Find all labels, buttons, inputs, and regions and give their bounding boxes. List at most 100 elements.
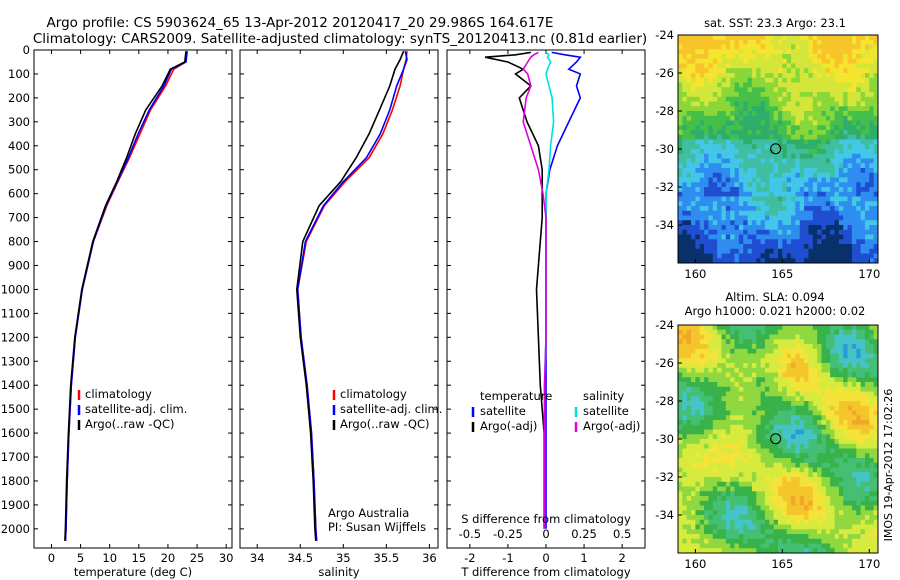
map-cell <box>721 220 727 226</box>
map-cell <box>808 486 814 492</box>
map-cell <box>834 35 840 41</box>
map-cell <box>864 510 870 516</box>
map-cell <box>821 253 827 259</box>
map-cell <box>725 534 731 540</box>
map-cell <box>812 106 818 112</box>
y-tick-label: 1300 <box>1 354 30 368</box>
map-cell <box>795 401 801 407</box>
map-cell <box>743 115 748 121</box>
map-cell <box>725 149 731 155</box>
map-cell <box>734 477 740 483</box>
map-cell <box>817 96 822 102</box>
map-cell <box>821 168 827 174</box>
map-cell <box>786 125 792 131</box>
map-cell <box>730 467 735 473</box>
map-cell <box>838 548 844 554</box>
map-cell <box>778 35 783 41</box>
map-cell <box>725 153 731 159</box>
map-cell <box>843 434 848 440</box>
map-cell <box>869 396 875 402</box>
map-cell <box>856 339 862 345</box>
map-cell <box>695 529 701 535</box>
map-cell <box>747 120 753 126</box>
map-cell <box>682 401 688 407</box>
map-cell <box>756 439 762 445</box>
map-cell <box>817 334 822 340</box>
map-cell <box>717 477 722 483</box>
map-cell <box>782 220 788 226</box>
map-cell <box>873 500 879 506</box>
map-cell <box>686 215 692 221</box>
map-cell <box>686 363 692 369</box>
map-cell <box>721 524 727 530</box>
map-cell <box>747 363 753 369</box>
map-cell <box>834 396 840 402</box>
map-cell <box>699 415 705 421</box>
map-cell <box>786 486 792 492</box>
map-cell <box>686 505 692 511</box>
map-cell <box>751 443 757 449</box>
map-cell <box>773 191 779 197</box>
map-cell <box>730 382 735 388</box>
map-cell <box>764 139 770 145</box>
map-cell <box>834 248 840 254</box>
map-cell <box>730 500 735 506</box>
map-cell <box>821 472 827 478</box>
map-cell <box>804 106 809 112</box>
map-cell <box>717 353 722 359</box>
map-cell <box>730 510 735 516</box>
map-cell <box>778 134 783 140</box>
map-cell <box>738 191 744 197</box>
map-cell <box>843 149 848 155</box>
map-cell <box>804 244 809 250</box>
map-cell <box>873 348 879 354</box>
map-cell <box>778 358 783 364</box>
map-cell <box>730 348 735 354</box>
map-cell <box>725 191 731 197</box>
map-cell <box>738 130 744 136</box>
map-cell <box>851 524 857 530</box>
map-cell <box>764 515 770 521</box>
map-cell <box>725 486 731 492</box>
map-cell <box>834 68 840 74</box>
map-cell <box>804 448 809 454</box>
map-cell <box>730 115 735 121</box>
map-cell <box>773 54 779 60</box>
map-cell <box>838 68 844 74</box>
map-cell <box>804 372 809 378</box>
map-cell <box>860 73 866 79</box>
map-cell <box>747 210 753 216</box>
map-cell <box>869 258 875 264</box>
map-cell <box>769 225 775 231</box>
map-cell <box>743 172 748 178</box>
map-cell <box>778 63 783 69</box>
map-cell <box>799 115 805 121</box>
map-cell <box>782 201 788 207</box>
map-cell <box>725 101 731 107</box>
map-cell <box>773 420 779 426</box>
map-cell <box>873 220 879 226</box>
map-cell <box>699 339 705 345</box>
map-cell <box>764 248 770 254</box>
map-cell <box>838 87 844 93</box>
map-cell <box>847 215 853 221</box>
map-cell <box>825 467 831 473</box>
sla-map-subtitle: Argo h1000: 0.021 h2000: 0.02 <box>685 304 866 318</box>
map-cell <box>821 529 827 535</box>
map-cell <box>786 453 792 459</box>
map-cell <box>838 472 844 478</box>
map-cell <box>730 149 735 155</box>
map-cell <box>678 58 683 64</box>
map-cell <box>769 382 775 388</box>
map-cell <box>782 244 788 250</box>
map-cell <box>812 96 818 102</box>
map-cell <box>704 358 709 364</box>
map-cell <box>769 87 775 93</box>
map-cell <box>851 367 857 373</box>
map-cell <box>769 453 775 459</box>
map-cell <box>743 92 748 98</box>
map-cell <box>843 77 848 83</box>
x-tick-label: -1 <box>502 551 513 565</box>
map-cell <box>725 210 731 216</box>
map-cell <box>738 163 744 169</box>
